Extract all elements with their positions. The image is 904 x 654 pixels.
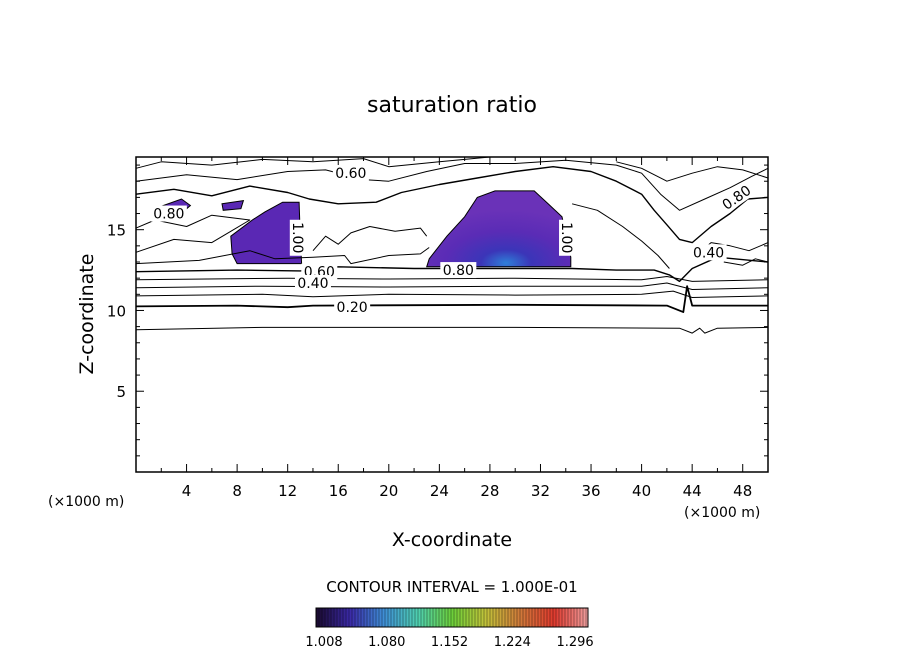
colorbar-tick-label: 1.008 [305, 635, 342, 650]
contour-line [135, 214, 251, 253]
y-tick-label: 10 [107, 302, 126, 320]
colorbar-stripes [318, 608, 587, 627]
contour-line [135, 156, 490, 169]
x-tick-label: 48 [733, 482, 752, 500]
contour-line [312, 226, 428, 252]
contour-line [135, 282, 769, 290]
contour-labels: 0.600.801.00 1.000.800.600.400.200.400.80 [150, 165, 756, 316]
plot-frame [135, 156, 769, 473]
region-central [426, 190, 572, 268]
contour-label: 0.40 [297, 276, 328, 292]
contour-label: 0.60 [335, 166, 366, 182]
contour-label-bg [289, 219, 306, 256]
x-tick-label: 12 [278, 482, 297, 500]
x-tick-label: 20 [379, 482, 398, 500]
contour-label-bg [440, 262, 477, 279]
x-axis-label: X-coordinate [392, 529, 512, 551]
contour-line [135, 165, 769, 244]
colorbar-tick-labels: 1.008 1.080 1.152 1.224 1.296 [305, 635, 593, 650]
x-unit-left: (×1000 m) [48, 494, 124, 510]
contour-label-bg [332, 165, 369, 182]
contour-line [135, 256, 769, 283]
contour-interval-text: CONTOUR INTERVAL = 1.000E-01 [326, 578, 577, 596]
contour-line [571, 203, 670, 269]
y-tick-label: 15 [107, 222, 126, 240]
colorbar-tick-label: 1.080 [368, 635, 405, 650]
x-tick-label: 24 [430, 482, 449, 500]
x-tick-label: 28 [480, 482, 499, 500]
contour-line [135, 290, 769, 298]
x-tick-label: 32 [531, 482, 550, 500]
contour-label-bg [150, 205, 187, 222]
contour-label: 0.20 [337, 300, 368, 316]
contour-label: 1.00 [289, 222, 305, 253]
colorbar-tick-label: 1.296 [556, 635, 593, 650]
contour-label: 0.40 [693, 245, 724, 261]
colorbar-tick-label: 1.224 [494, 635, 531, 650]
region-left-2 [221, 199, 245, 211]
colorbar-fill [316, 608, 588, 627]
y-tick-label: 5 [116, 383, 126, 401]
y-axis-ticks: 5 10 15 [107, 164, 768, 457]
y-axis-label: Z-coordinate [76, 254, 98, 375]
x-tick-label: 4 [182, 482, 192, 500]
chart-title: saturation ratio [367, 93, 537, 118]
contour-label: 0.80 [153, 207, 184, 223]
contour-label-bg [559, 219, 576, 256]
contour-line [135, 326, 769, 334]
contour-line [723, 258, 769, 266]
x-tick-label: 36 [581, 482, 600, 500]
x-tick-label: 16 [329, 482, 348, 500]
contour-line [616, 161, 769, 182]
contour-label-bg [334, 299, 371, 316]
contour-label-bg [294, 275, 331, 291]
x-unit-right: (×1000 m) [684, 505, 760, 521]
x-tick-label: 44 [683, 482, 702, 500]
contour-label-bg [717, 180, 756, 215]
contour-line [135, 159, 769, 211]
contour-label: 0.80 [443, 263, 474, 279]
x-tick-label: 8 [232, 482, 242, 500]
contour-line [135, 285, 768, 314]
x-axis-ticks: 4 8 12 16 20 24 28 32 36 40 44 48 [160, 157, 752, 500]
plot-area: 0.600.801.00 1.000.800.600.400.200.400.80… [107, 156, 769, 500]
contour-line [135, 247, 430, 265]
contour-label-bg [690, 244, 727, 261]
x-tick-label: 40 [632, 482, 651, 500]
colorbar: 1.008 1.080 1.152 1.224 1.296 [305, 607, 594, 650]
colorbar-tick-label: 1.152 [431, 635, 468, 650]
contour-label: 1.00 [558, 222, 574, 253]
colorbar-frame [315, 607, 589, 628]
